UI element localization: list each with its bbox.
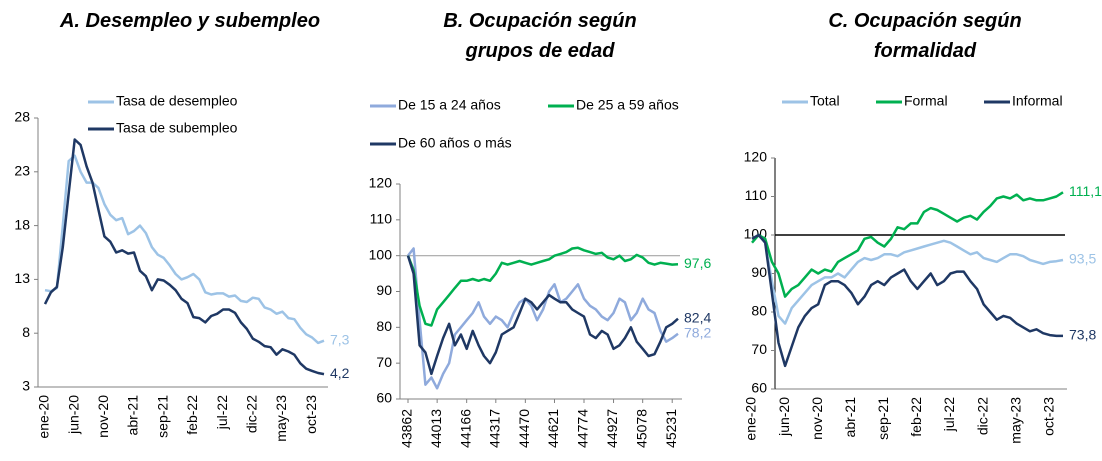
y-tick-label: 13 <box>14 270 30 286</box>
x-tick-label: 45231 <box>663 409 679 448</box>
y-tick-label: 80 <box>376 318 392 334</box>
series-line <box>751 233 1063 368</box>
legend-label: De 60 años o más <box>398 135 512 151</box>
chart-title: C. Ocupación según formalidad <box>828 10 1022 62</box>
x-tick-label: abr-21 <box>125 395 141 436</box>
data-label: 4,2 <box>330 365 350 381</box>
y-tick-label: 80 <box>751 303 767 319</box>
x-tick-label: jun-20 <box>65 395 81 435</box>
x-tick-label: 44317 <box>487 409 503 448</box>
data-label: 111,1 <box>1069 183 1102 199</box>
x-tick-label: feb-22 <box>184 395 200 435</box>
series-line <box>406 255 679 376</box>
y-tick-label: 3 <box>22 378 30 394</box>
x-tick-label: jun-20 <box>776 397 792 437</box>
x-tick-label: ene-20 <box>36 395 52 439</box>
y-tick-label: 60 <box>376 390 392 406</box>
series-line <box>407 247 679 390</box>
data-label: 7,3 <box>330 331 350 347</box>
y-tick-label: 110 <box>745 187 768 203</box>
legend-label: Informal <box>1012 93 1063 109</box>
series-line <box>751 191 1064 298</box>
y-tick-label: 70 <box>751 341 767 357</box>
x-tick-label: 44470 <box>516 409 532 448</box>
data-label: 97,6 <box>684 255 711 271</box>
x-tick-label: sep-21 <box>875 397 891 440</box>
x-tick-label: may-23 <box>273 395 289 442</box>
chart-title: A. Desempleo y subempleo <box>59 10 321 32</box>
x-tick-label: dic-22 <box>243 395 259 433</box>
x-tick-label: 44774 <box>575 409 591 448</box>
x-tick-label: jul-22 <box>941 397 957 432</box>
x-tick-label: nov-20 <box>809 397 825 440</box>
legend-label: Tasa de subempleo <box>116 120 238 136</box>
x-tick-label: abr-21 <box>842 397 858 438</box>
series-line <box>751 233 1064 325</box>
y-tick-label: 8 <box>22 324 30 340</box>
x-tick-label: oct-23 <box>303 395 319 434</box>
y-tick-label: 90 <box>376 282 392 298</box>
y-tick-label: 90 <box>751 264 767 280</box>
data-label: 82,4 <box>684 309 711 325</box>
y-tick-label: 18 <box>14 216 30 232</box>
y-tick-label: 100 <box>369 246 393 262</box>
x-tick-label: jul-22 <box>214 395 230 430</box>
x-tick-label: 44927 <box>604 409 620 448</box>
y-tick-label: 120 <box>744 149 768 165</box>
y-tick-label: 120 <box>369 175 393 191</box>
y-tick-label: 28 <box>14 109 30 125</box>
legend-label: Total <box>810 93 840 109</box>
legend-label: Formal <box>904 93 948 109</box>
series-line <box>44 154 325 345</box>
x-tick-label: dic-22 <box>974 397 990 435</box>
x-tick-label: 44013 <box>428 409 444 448</box>
legend-label: Tasa de desempleo <box>116 93 238 109</box>
x-tick-label: sep-21 <box>154 395 170 438</box>
x-tick-label: may-23 <box>1007 397 1023 444</box>
x-tick-label: feb-22 <box>908 397 924 437</box>
legend-label: De 15 a 24 años <box>398 97 501 113</box>
y-tick-label: 70 <box>376 354 392 370</box>
x-tick-label: nov-20 <box>95 395 111 438</box>
y-tick-label: 60 <box>751 380 767 396</box>
data-label: 73,8 <box>1069 327 1096 343</box>
x-tick-label: 43862 <box>399 409 415 448</box>
x-tick-label: ene-20 <box>743 397 759 441</box>
y-tick-label: 110 <box>370 211 393 227</box>
legend-label: De 25 a 59 años <box>576 97 679 113</box>
x-tick-label: 44166 <box>457 409 473 448</box>
x-tick-label: 44621 <box>545 409 561 448</box>
x-tick-label: 45078 <box>633 409 649 448</box>
x-tick-label: oct-23 <box>1040 397 1056 436</box>
data-label: 93,5 <box>1069 251 1096 267</box>
chart-title: B. Ocupación según grupos de edad <box>443 10 637 62</box>
series-line <box>43 138 325 376</box>
data-label: 78,2 <box>684 324 711 340</box>
series-line <box>406 246 679 327</box>
y-tick-label: 23 <box>14 163 30 179</box>
